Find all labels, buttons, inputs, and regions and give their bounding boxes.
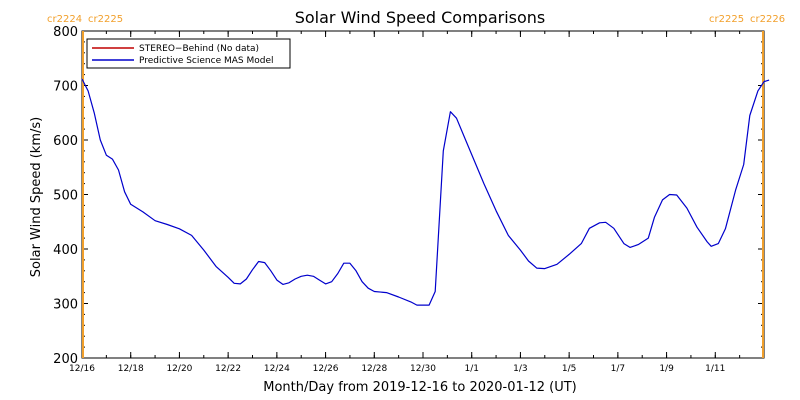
x-tick-label-1/9: 1/9 [659,364,674,374]
series-line-mas-model [81,78,770,306]
x-tick-label-1/3: 1/3 [513,364,527,374]
legend-label-stereo: STEREO−Behind (No data) [139,44,259,54]
legend-label-mas: Predictive Science MAS Model [139,56,274,66]
legend-box [86,38,291,69]
x-tick-label-12/24: 12/24 [264,364,290,374]
x-tick-label-1/11: 1/11 [705,364,725,374]
x-tick-label-1/5: 1/5 [562,364,576,374]
y-tick-label-200: 200 [53,352,78,367]
y-tick-label-800: 800 [53,25,78,40]
x-axis-label: Month/Day from 2019-12-16 to 2020-01-12 … [263,380,576,395]
x-tick-label-1/7: 1/7 [611,364,625,374]
x-tick-label-12/22: 12/22 [215,364,241,374]
cr-label-right-start: cr2225 [709,14,744,25]
y-tick-label-500: 500 [53,189,78,204]
x-tick-label-12/28: 12/28 [361,364,387,374]
plot-frame [81,30,765,359]
legend: STEREO−Behind (No data) Predictive Scien… [86,38,291,69]
y-tick-label-700: 700 [53,80,78,95]
x-tick-label-12/18: 12/18 [118,364,144,374]
chart-title: Solar Wind Speed Comparisons [295,8,546,27]
x-tick-label-12/30: 12/30 [410,364,436,374]
plot-area: 200 300 400 500 600 700 800 12/16 12/18 12/20 12/2… [53,25,770,374]
y-tick-label-400: 400 [53,243,78,258]
cr-label-right-end: cr2226 [750,14,785,25]
cr-label-left-start: cr2224 [47,14,82,25]
x-tick-label-12/26: 12/26 [313,364,339,374]
y-tick-label-600: 600 [53,134,78,149]
cr-label-left-end: cr2225 [88,14,123,25]
y-tick-label-300: 300 [53,298,78,313]
x-tick-label-12/16: 12/16 [69,364,95,374]
y-axis-label: Solar Wind Speed (km/s) [29,117,44,277]
x-tick-label-1/1: 1/1 [464,364,478,374]
x-tick-label-12/20: 12/20 [166,364,192,374]
